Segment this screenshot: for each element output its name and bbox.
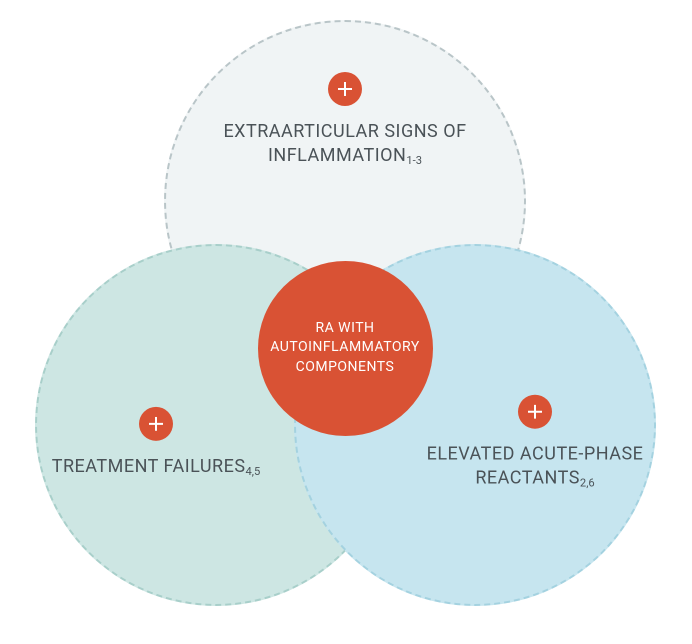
center-line-2: AUTOINFLAMMATORY bbox=[270, 338, 420, 358]
plus-glyph bbox=[338, 82, 352, 96]
circle-top-label: EXTRAARTICULAR SIGNS OF INFLAMMATION1-3 bbox=[166, 120, 524, 169]
center-line-3: COMPONENTS bbox=[270, 358, 420, 378]
plus-icon[interactable] bbox=[328, 72, 362, 106]
venn-diagram: EXTRAARTICULAR SIGNS OF INFLAMMATION1-3 … bbox=[0, 0, 692, 644]
circle-left-label: TREATMENT FAILURES4,5 bbox=[42, 455, 271, 479]
center-line-1: RA WITH bbox=[270, 319, 420, 339]
plus-glyph bbox=[149, 417, 163, 431]
plus-icon[interactable] bbox=[518, 395, 552, 429]
center-label: RA WITH AUTOINFLAMMATORY COMPONENTS bbox=[258, 319, 432, 378]
circle-top-content: EXTRAARTICULAR SIGNS OF INFLAMMATION1-3 bbox=[166, 72, 524, 169]
label-ref: 1-3 bbox=[406, 154, 422, 167]
label-text: ELEVATED ACUTE-PHASE REACTANTS bbox=[427, 444, 644, 489]
label-text: EXTRAARTICULAR SIGNS OF INFLAMMATION bbox=[223, 121, 466, 166]
circle-right-label: ELEVATED ACUTE-PHASE REACTANTS2,6 bbox=[416, 443, 654, 492]
circle-center: RA WITH AUTOINFLAMMATORY COMPONENTS bbox=[258, 261, 433, 436]
label-ref: 4,5 bbox=[246, 465, 261, 478]
plus-icon[interactable] bbox=[139, 407, 173, 441]
plus-glyph bbox=[528, 405, 542, 419]
label-ref: 2,6 bbox=[580, 477, 595, 490]
label-text: TREATMENT FAILURES bbox=[52, 456, 246, 477]
